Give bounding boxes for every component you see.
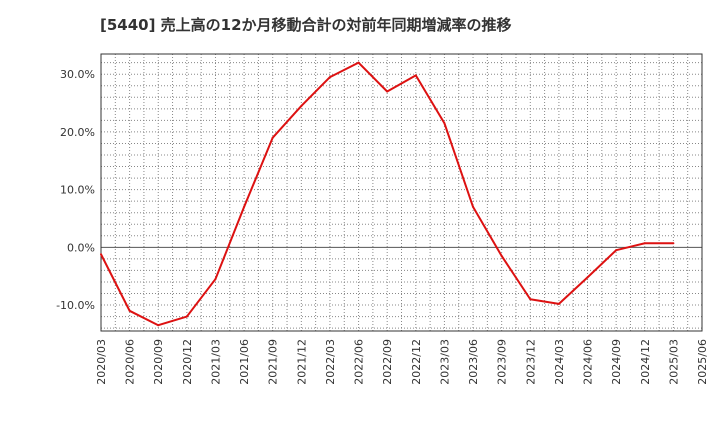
data-point: [271, 136, 274, 139]
x-tick-label: 2023/12: [524, 339, 537, 385]
x-tick-label: 2022/03: [324, 339, 337, 385]
data-point: [300, 104, 303, 107]
data-point: [615, 249, 618, 252]
data-point: [672, 242, 675, 245]
data-point: [443, 122, 446, 125]
data-point: [529, 298, 532, 301]
vertical-gridlines: [100, 54, 703, 331]
x-tick-label: 2021/12: [295, 339, 308, 385]
x-tick-label: 2021/03: [209, 339, 222, 385]
x-tick-label: 2020/03: [95, 339, 108, 385]
x-tick-label: 2025/03: [667, 339, 680, 385]
horizontal-gridlines: [101, 62, 702, 329]
data-point: [557, 302, 560, 305]
data-point: [185, 315, 188, 318]
chart-title: [5440] 売上高の12か月移動合計の対前年同期増減率の推移: [100, 16, 512, 34]
y-tick-label: -10.0%: [56, 299, 95, 312]
data-point: [472, 205, 475, 208]
axes: [100, 53, 703, 332]
data-point: [414, 74, 417, 77]
x-tick-label: 2021/06: [238, 339, 251, 385]
data-point: [128, 309, 131, 312]
y-tick-label: 30.0%: [60, 68, 95, 81]
data-point: [500, 254, 503, 257]
data-point: [357, 61, 360, 64]
y-axis-tick-labels: 30.0% 20.0% 10.0% 0.0% -10.0%: [56, 68, 95, 312]
data-point: [157, 324, 160, 327]
data-point: [386, 90, 389, 93]
x-tick-label: 2024/09: [610, 339, 623, 385]
x-tick-label: 2023/03: [438, 339, 451, 385]
y-tick-label: 0.0%: [67, 241, 95, 254]
y-tick-label: 10.0%: [60, 184, 95, 197]
x-tick-label: 2020/06: [124, 339, 137, 385]
series-lines: [100, 61, 675, 327]
data-point: [586, 276, 589, 279]
x-tick-label: 2020/12: [181, 339, 194, 385]
data-point: [643, 242, 646, 245]
data-point: [100, 253, 102, 256]
data-point: [328, 76, 331, 79]
x-tick-label: 2022/06: [353, 339, 366, 385]
x-tick-label: 2025/06: [696, 339, 709, 385]
x-tick-label: 2021/09: [267, 339, 280, 385]
x-tick-label: 2023/09: [496, 339, 509, 385]
x-tick-label: 2024/12: [639, 339, 652, 385]
x-tick-label: 2022/09: [381, 339, 394, 385]
data-point: [243, 205, 246, 208]
x-axis-tick-labels: 2020/03 2020/06 2020/09 2020/12 2021/03 2021/…: [95, 339, 709, 385]
plot-frame: [100, 53, 703, 332]
x-tick-label: 2022/12: [410, 339, 423, 385]
x-tick-label: 2024/06: [582, 339, 595, 385]
y-tick-label: 20.0%: [60, 126, 95, 139]
x-tick-label: 2023/06: [467, 339, 480, 385]
x-tick-label: 2024/03: [553, 339, 566, 385]
data-point: [214, 278, 217, 281]
x-tick-label: 2020/09: [152, 339, 165, 385]
